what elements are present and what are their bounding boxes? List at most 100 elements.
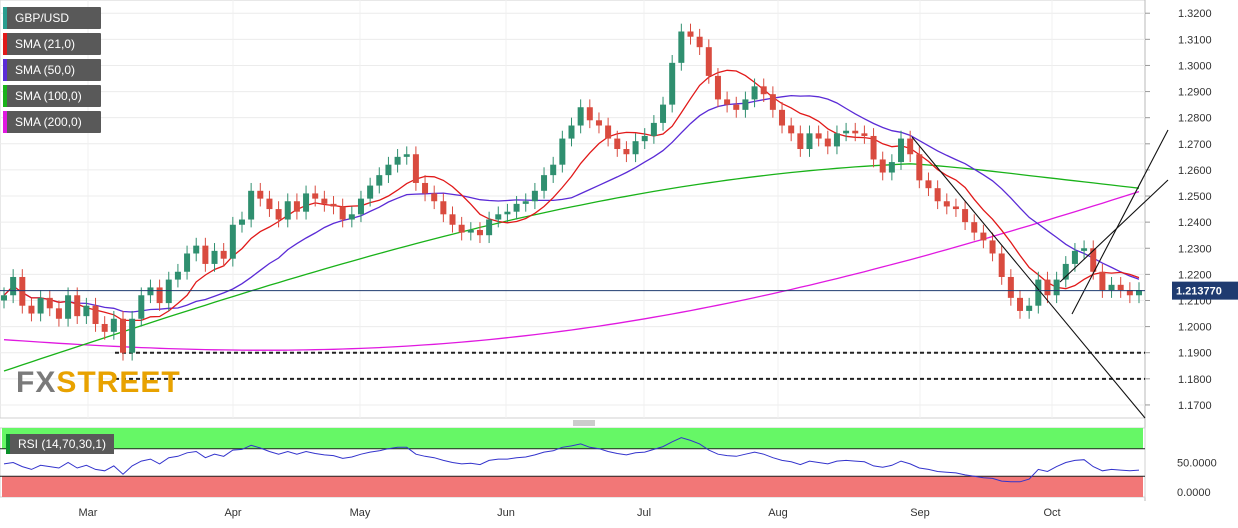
- candle-body: [238, 219, 245, 225]
- candle-body: [37, 297, 44, 314]
- candle-body: [898, 138, 905, 163]
- candle-body: [998, 253, 1005, 277]
- rsi-label: RSI (14,70,30,1): [18, 437, 107, 451]
- candle-body: [1007, 276, 1014, 298]
- candle-body: [458, 224, 465, 233]
- fxstreet-logo: FXSTREET: [16, 366, 181, 400]
- candle-body: [156, 287, 163, 304]
- rsi-line: [3, 437, 1140, 483]
- candle-body: [92, 305, 99, 324]
- candle-body: [220, 250, 227, 259]
- sma200-line: [3, 190, 1140, 351]
- current-price-box: [1172, 281, 1238, 300]
- legend-item-sma21[interactable]: SMA (21,0): [3, 33, 101, 55]
- candle-body: [1035, 279, 1042, 306]
- candle-body: [248, 190, 255, 220]
- x-tick-label: Mar: [79, 507, 98, 519]
- y-tick-label: 1.2500: [1178, 191, 1212, 203]
- candle-body: [303, 193, 310, 212]
- candle-body: [65, 295, 72, 319]
- candle-body: [174, 271, 181, 280]
- x-tick-label: Sep: [910, 507, 930, 519]
- candle-body: [257, 190, 264, 199]
- sma21-line: [3, 69, 1140, 322]
- logo-fx: FX: [16, 366, 57, 399]
- candle-body: [1026, 305, 1033, 311]
- candle-body: [486, 219, 493, 236]
- candle-body: [266, 198, 273, 210]
- candle-body: [193, 245, 200, 254]
- candle-body: [852, 130, 859, 134]
- legend-swatch: [3, 85, 7, 107]
- candle-body: [55, 308, 62, 319]
- candle-body: [696, 36, 703, 48]
- y-tick-label: 1.1900: [1178, 348, 1212, 360]
- y-tick-label: 1.2200: [1178, 269, 1212, 281]
- candle-body: [833, 133, 840, 147]
- legend-swatch: [3, 7, 7, 29]
- candle-body: [138, 295, 145, 319]
- candle-body: [559, 138, 566, 165]
- candle-body: [165, 279, 172, 304]
- price-pane-frame: [0, 0, 1146, 419]
- y-tick-label: 1.2400: [1178, 217, 1212, 229]
- legend-label: SMA (50,0): [15, 63, 76, 77]
- candle-body: [46, 297, 53, 309]
- rsi-tick-label: 50.0000: [1177, 458, 1217, 470]
- legend-item-gbpusd[interactable]: GBP/USD: [3, 7, 101, 29]
- candle-body: [650, 122, 657, 136]
- candle-body: [422, 182, 429, 194]
- candle-body: [495, 214, 502, 220]
- legend-swatch: [3, 33, 7, 55]
- legend-item-sma200[interactable]: SMA (200,0): [3, 111, 101, 133]
- candle-body: [1017, 297, 1024, 311]
- candle-body: [943, 201, 950, 207]
- candle-body: [312, 193, 319, 199]
- candle-body: [1, 295, 7, 301]
- candle-body: [129, 318, 136, 353]
- legend-item-sma100[interactable]: SMA (100,0): [3, 85, 101, 107]
- candle-body: [394, 156, 401, 165]
- candle-body: [824, 138, 831, 147]
- candle-body: [376, 175, 383, 186]
- rsi-legend[interactable]: RSI (14,70,30,1): [6, 434, 115, 454]
- candle-body: [989, 240, 996, 254]
- candle-body: [348, 214, 355, 220]
- candle-body: [385, 164, 392, 176]
- y-tick-label: 1.2700: [1178, 139, 1212, 151]
- candle-body: [733, 104, 740, 110]
- candle-body: [1062, 263, 1069, 280]
- candle-body: [806, 133, 813, 150]
- candle-body: [83, 305, 90, 317]
- legend-item-sma50[interactable]: SMA (50,0): [3, 59, 101, 81]
- candle-body: [367, 185, 374, 199]
- candle-body: [147, 287, 154, 296]
- candle-body: [19, 276, 26, 306]
- candle-body: [962, 209, 969, 223]
- legend: GBP/USD SMA (21,0) SMA (50,0) SMA (100,0…: [3, 7, 113, 137]
- candle-body: [907, 138, 914, 155]
- candle-body: [623, 149, 630, 155]
- x-tick-label: Jun: [497, 507, 515, 519]
- candle-body: [687, 31, 694, 37]
- candle-body: [101, 323, 108, 332]
- candle-body: [284, 201, 291, 220]
- candle-body: [293, 201, 300, 212]
- candle-body: [440, 201, 447, 215]
- y-tick-label: 1.2800: [1178, 113, 1212, 125]
- rsi-swatch: [6, 434, 10, 454]
- candle-body: [614, 138, 621, 150]
- candle-body: [678, 31, 685, 63]
- trendline-channel-bottom: [1071, 129, 1169, 315]
- legend-label: SMA (21,0): [15, 37, 76, 51]
- candle-body: [522, 201, 529, 204]
- y-tick-label: 1.2900: [1178, 87, 1212, 99]
- candle-body: [1071, 250, 1078, 264]
- candle-body: [504, 211, 511, 215]
- candle-body: [751, 86, 758, 100]
- candle-body: [110, 318, 117, 332]
- candle-body: [476, 229, 483, 236]
- pane-resize-handle[interactable]: [573, 420, 595, 426]
